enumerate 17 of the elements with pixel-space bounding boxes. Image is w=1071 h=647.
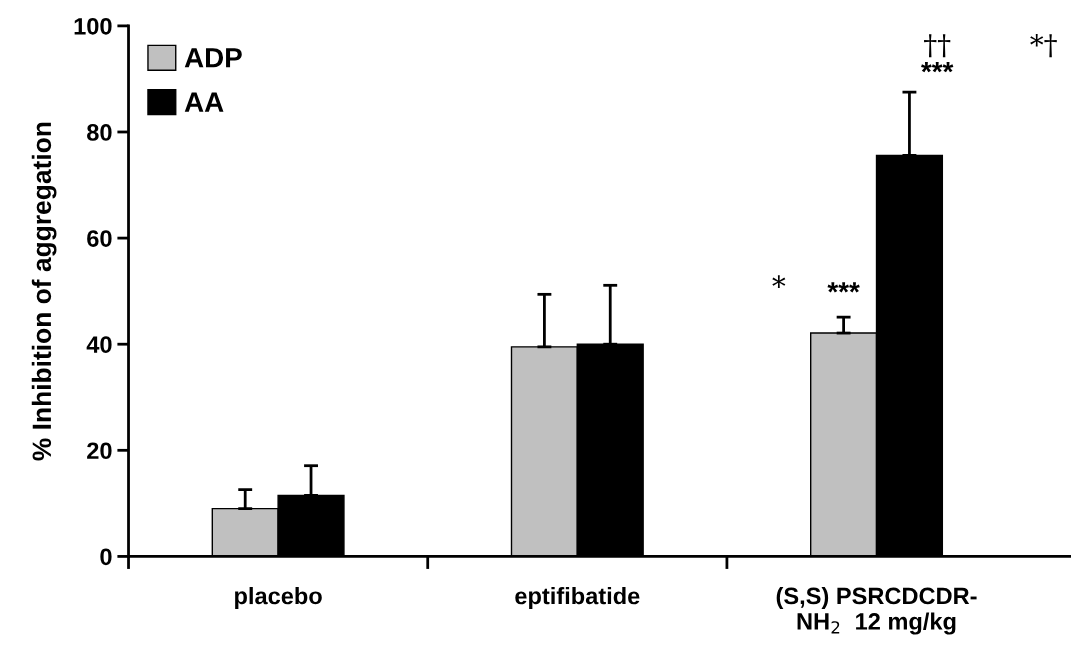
y-tick-label: 100 xyxy=(74,17,112,35)
annotation: †† xyxy=(924,34,951,58)
annotation: *** xyxy=(827,282,860,293)
x-tick-label: placebo xyxy=(235,586,322,609)
x-tick-label: eptifibatide xyxy=(515,586,640,609)
legend-label: ADP xyxy=(184,48,242,68)
legend-label: AA xyxy=(184,92,224,112)
y-tick-label: 40 xyxy=(86,336,112,353)
y-tick-label: 20 xyxy=(87,442,112,460)
annotation: *** xyxy=(921,62,954,73)
annotation: * xyxy=(772,275,786,289)
y-axis-title: % Inhibition of aggregation xyxy=(31,122,57,461)
y-tick-label: 80 xyxy=(87,124,112,141)
y-tick-label: 0 xyxy=(100,548,112,566)
annotation: *† xyxy=(1030,33,1057,58)
x-tick-label: (S,S) PSRCDCDR- NH$_{2}$ 12 mg/kg xyxy=(776,586,977,635)
y-tick-label: 60 xyxy=(87,230,112,247)
